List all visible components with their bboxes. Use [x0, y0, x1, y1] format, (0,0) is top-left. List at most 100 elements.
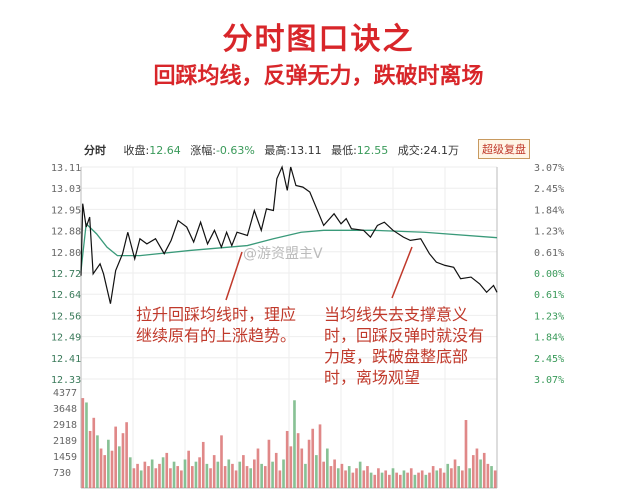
volume-bar [194, 461, 198, 488]
volume-bar [475, 448, 479, 488]
close-value: 12.64 [149, 144, 181, 157]
volume-bar [220, 435, 223, 488]
volume-bar [114, 426, 117, 488]
high-value: 13.11 [290, 144, 322, 157]
y-tick-label: 13.03 [51, 184, 81, 195]
volume-bar [442, 472, 446, 488]
volume-bar [289, 446, 293, 488]
volume-bar [169, 468, 172, 488]
volume-bar [461, 470, 464, 488]
volume-bar [285, 430, 289, 488]
volume-bar [398, 474, 402, 488]
volume-bar [325, 448, 329, 488]
volume-bar [249, 468, 253, 488]
volume-bar [420, 470, 424, 488]
volume-bar [256, 448, 260, 488]
volume-bar [479, 459, 482, 488]
y-tick-label: 12.33 [51, 375, 81, 386]
volume-bar [333, 459, 336, 488]
volume-bar [187, 450, 190, 488]
y2-tick-label: 1.84% [534, 333, 564, 344]
volume-bar [132, 468, 136, 488]
volume-bar [431, 466, 435, 488]
y2-tick-label: 3.07% [534, 375, 564, 386]
volume-bar [176, 466, 180, 488]
volume-bar [318, 424, 322, 488]
volume-bar [216, 461, 220, 488]
volume-bar [110, 450, 114, 488]
volume-bar [234, 470, 238, 488]
volume-bar [183, 459, 187, 488]
volume-bar [209, 468, 212, 488]
volume-bar [271, 461, 274, 488]
y2-tick-label: 0.61% [534, 290, 564, 301]
volume-bar [362, 470, 366, 488]
volume-bar [293, 400, 296, 488]
volume-bar [384, 470, 388, 488]
volume-bar [231, 463, 234, 488]
volume-tick-label: 2189 [53, 436, 77, 447]
volume-bar [201, 441, 205, 488]
volume-bar [107, 439, 110, 488]
volume-bar [307, 439, 311, 488]
volume-bar [464, 420, 468, 488]
volume-bar [424, 474, 428, 488]
volume-bar [150, 459, 154, 488]
volume-bar [490, 466, 493, 488]
volume-bar [81, 398, 85, 488]
annotation-left: 拉升回踩均线时，理应继续原有的上涨趋势。 [136, 305, 297, 345]
y-tick-label: 12.56 [51, 311, 81, 322]
volume-bar [121, 433, 125, 488]
volume-bar [471, 455, 475, 488]
volume-bar [278, 470, 282, 488]
high-label: 最高: [264, 144, 291, 157]
volume-bar [88, 430, 92, 488]
volume-bar [446, 463, 450, 488]
volume-bar [223, 466, 227, 488]
volume-bar [296, 433, 300, 488]
volume-bar [468, 468, 471, 488]
super-review-button[interactable]: 超级复盘 [478, 139, 530, 159]
volume-bar [117, 446, 121, 488]
volume-bar [227, 459, 231, 488]
volume-bar [253, 459, 256, 488]
volume-bar [347, 466, 351, 488]
watermark: @游资盟主V [243, 246, 323, 262]
volume-bar [322, 461, 325, 488]
change-value: -0.63% [215, 144, 255, 157]
volume-bar [435, 470, 439, 488]
volume-bar [205, 463, 209, 488]
volume-bar [99, 448, 103, 488]
volume-bar [300, 448, 304, 488]
volume-bar [351, 472, 355, 488]
y-tick-label: 12.49 [51, 333, 81, 344]
volume-tick-label: 3648 [53, 404, 77, 415]
volume-bar [304, 463, 307, 488]
volume-bar [161, 457, 165, 488]
volume-bar [238, 461, 242, 488]
volume-bar [165, 452, 169, 488]
y2-tick-label: 2.45% [534, 354, 564, 365]
volume-bar [373, 474, 377, 488]
volume-bar [212, 455, 216, 488]
volume-bar [128, 457, 132, 488]
volume-bar [245, 466, 249, 488]
volume-bar [190, 466, 194, 488]
volume-bar [180, 470, 183, 488]
volume-bar [340, 463, 344, 488]
y-tick-label: 12.72 [51, 269, 81, 280]
volume-bar [267, 439, 271, 488]
volume-label: 成交: [397, 144, 424, 157]
volume-bar [274, 452, 278, 488]
volume-bar [377, 468, 380, 488]
y2-tick-label: 0.00% [534, 269, 564, 280]
volume-bar [344, 470, 347, 488]
volume-bar [198, 457, 201, 488]
volume-tick-label: 730 [53, 468, 71, 479]
y-tick-label: 12.80 [51, 248, 81, 259]
close-label: 收盘: [123, 144, 150, 157]
volume-bar [493, 470, 497, 488]
volume-bar [139, 470, 143, 488]
y-tick-label: 12.88 [51, 227, 81, 238]
